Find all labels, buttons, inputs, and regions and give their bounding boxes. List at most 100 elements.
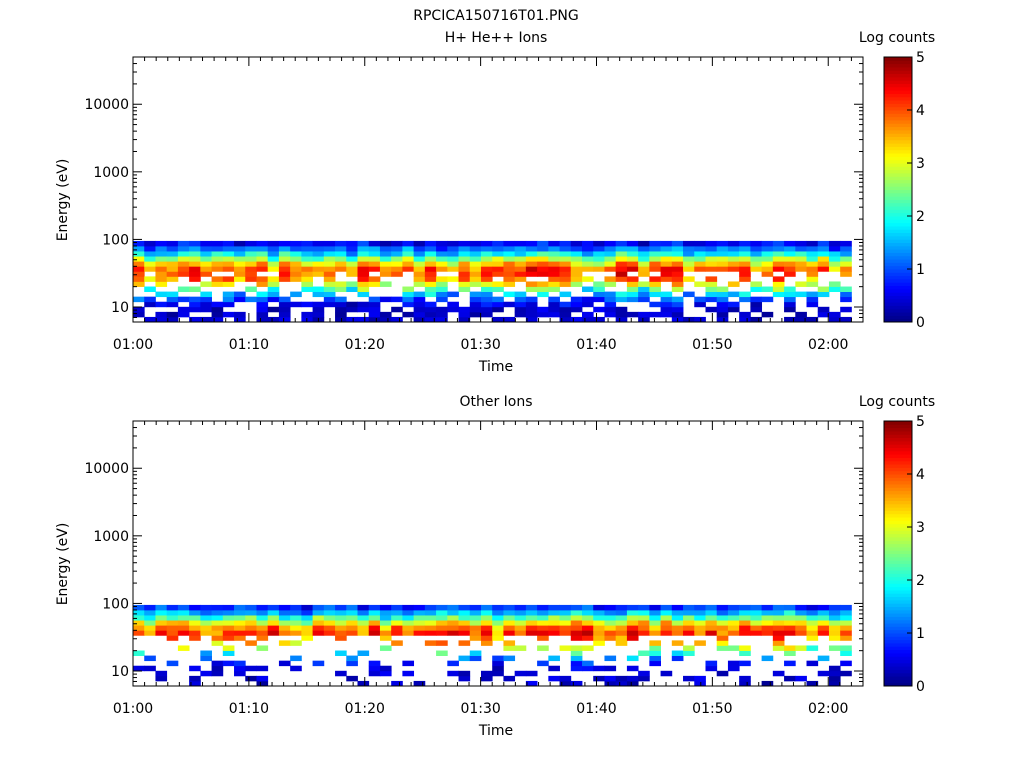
spectrogram-cell xyxy=(828,261,841,267)
spectrogram-cell xyxy=(245,665,257,672)
spectrogram-cell xyxy=(166,240,179,247)
y-axis-label: Energy (eV) xyxy=(55,159,71,242)
spectrogram-cell xyxy=(323,251,336,257)
spectrogram-cell xyxy=(278,630,291,636)
spectrogram-cell xyxy=(480,256,493,262)
spectrogram-cell xyxy=(312,306,325,313)
spectrogram-cell xyxy=(660,630,673,636)
spectrogram-cell xyxy=(211,316,224,323)
colorbar-swatch xyxy=(884,302,912,306)
colorbar-swatch xyxy=(884,176,912,181)
spectrogram-cell xyxy=(525,680,538,687)
spectrogram-cell xyxy=(492,316,504,323)
spectrogram-cell xyxy=(469,609,482,616)
spectrogram-cell xyxy=(559,291,572,298)
spectrogram-cell xyxy=(671,245,684,252)
spectrogram-cell xyxy=(750,306,763,313)
spectrogram-cell xyxy=(761,266,774,272)
spectrogram-cell xyxy=(189,251,201,257)
spectrogram-cell xyxy=(368,630,381,636)
spectrogram-cell xyxy=(155,675,168,682)
spectrogram-cell xyxy=(525,251,538,257)
spectrogram-cell xyxy=(480,630,493,636)
spectrogram-cell xyxy=(335,635,347,641)
spectrogram-cell xyxy=(694,296,706,303)
spectrogram-cell xyxy=(189,625,201,631)
spectrogram-cell xyxy=(660,261,673,267)
spectrogram-cell xyxy=(604,625,617,631)
spectrogram-cell xyxy=(828,609,841,616)
spectrogram-cell xyxy=(772,609,785,616)
spectrogram-cell xyxy=(155,609,168,616)
spectrogram-cell xyxy=(795,615,807,621)
spectrogram-cell xyxy=(582,266,594,272)
colorbar-swatch xyxy=(884,483,912,488)
spectrogram-cell xyxy=(480,261,493,267)
spectrogram-cell xyxy=(155,301,168,308)
spectrogram-cell xyxy=(559,306,572,313)
y-tick-label: 10 xyxy=(111,300,129,316)
spectrogram-cell xyxy=(222,635,235,641)
spectrogram-cell xyxy=(368,281,381,287)
spectrogram-cell xyxy=(795,240,807,247)
spectrogram-cell xyxy=(368,276,381,282)
spectrogram-cell xyxy=(166,251,179,257)
spectrogram-cell xyxy=(368,261,381,267)
colorbar-swatch xyxy=(884,470,912,475)
spectrogram-cell xyxy=(828,630,841,636)
spectrogram-cell xyxy=(436,620,448,626)
spectrogram-cell xyxy=(604,240,617,247)
spectrogram-cell xyxy=(537,256,549,262)
spectrogram-cell xyxy=(649,655,661,662)
spectrogram-cell xyxy=(391,609,403,616)
spectrogram-cell xyxy=(222,276,235,282)
spectrogram-cell xyxy=(391,316,403,323)
spectrogram-cell xyxy=(716,311,729,318)
spectrogram-cell xyxy=(716,620,729,626)
x-axis-label: Time xyxy=(478,359,513,375)
colorbar-swatch xyxy=(884,206,912,210)
spectrogram-cell xyxy=(784,650,796,656)
spectrogram-cell xyxy=(290,604,302,611)
spectrogram-cell xyxy=(278,296,291,303)
spectrogram-cell xyxy=(379,670,392,677)
spectrogram-cell xyxy=(784,630,796,636)
spectrogram-cell xyxy=(537,306,549,313)
spectrogram-cell xyxy=(828,625,841,631)
spectrogram-cell xyxy=(469,625,482,631)
spectrogram-cell xyxy=(761,311,774,318)
spectrogram-cell xyxy=(671,620,684,626)
colorbar-swatch xyxy=(884,229,912,234)
colorbar-swatch xyxy=(884,80,912,84)
spectrogram-cell xyxy=(626,655,639,662)
spectrogram-cell xyxy=(705,296,718,303)
spectrogram-cell xyxy=(189,665,201,672)
spectrogram-cell xyxy=(391,306,403,313)
spectrogram-cell xyxy=(312,266,325,272)
spectrogram-cell xyxy=(278,625,291,631)
spectrogram-cell xyxy=(469,276,482,282)
colorbar-swatch xyxy=(884,308,912,313)
spectrogram-cell xyxy=(761,604,774,611)
spectrogram-cell xyxy=(615,311,628,318)
spectrogram-cell xyxy=(200,261,212,267)
spectrogram-cell xyxy=(357,680,370,687)
spectrogram-cell xyxy=(413,630,426,636)
spectrogram-cell xyxy=(256,251,269,257)
colorbar-swatch xyxy=(884,312,912,316)
spectrogram-cell xyxy=(480,670,493,677)
spectrogram-cell xyxy=(626,675,639,682)
spectrogram-cell xyxy=(582,635,594,641)
spectrogram-cell xyxy=(492,245,504,252)
spectrogram-cell xyxy=(222,291,235,298)
spectrogram-cell xyxy=(391,251,403,257)
spectrogram-cell xyxy=(671,604,684,611)
spectrogram-cell xyxy=(469,301,482,308)
spectrogram-cell xyxy=(155,261,168,267)
spectrogram-cell xyxy=(705,604,718,611)
colorbar-swatch xyxy=(884,570,912,574)
spectrogram-cell xyxy=(368,615,381,621)
colorbar-swatch xyxy=(884,573,912,578)
spectrogram-cell xyxy=(548,245,560,252)
spectrogram-cell xyxy=(166,245,179,252)
